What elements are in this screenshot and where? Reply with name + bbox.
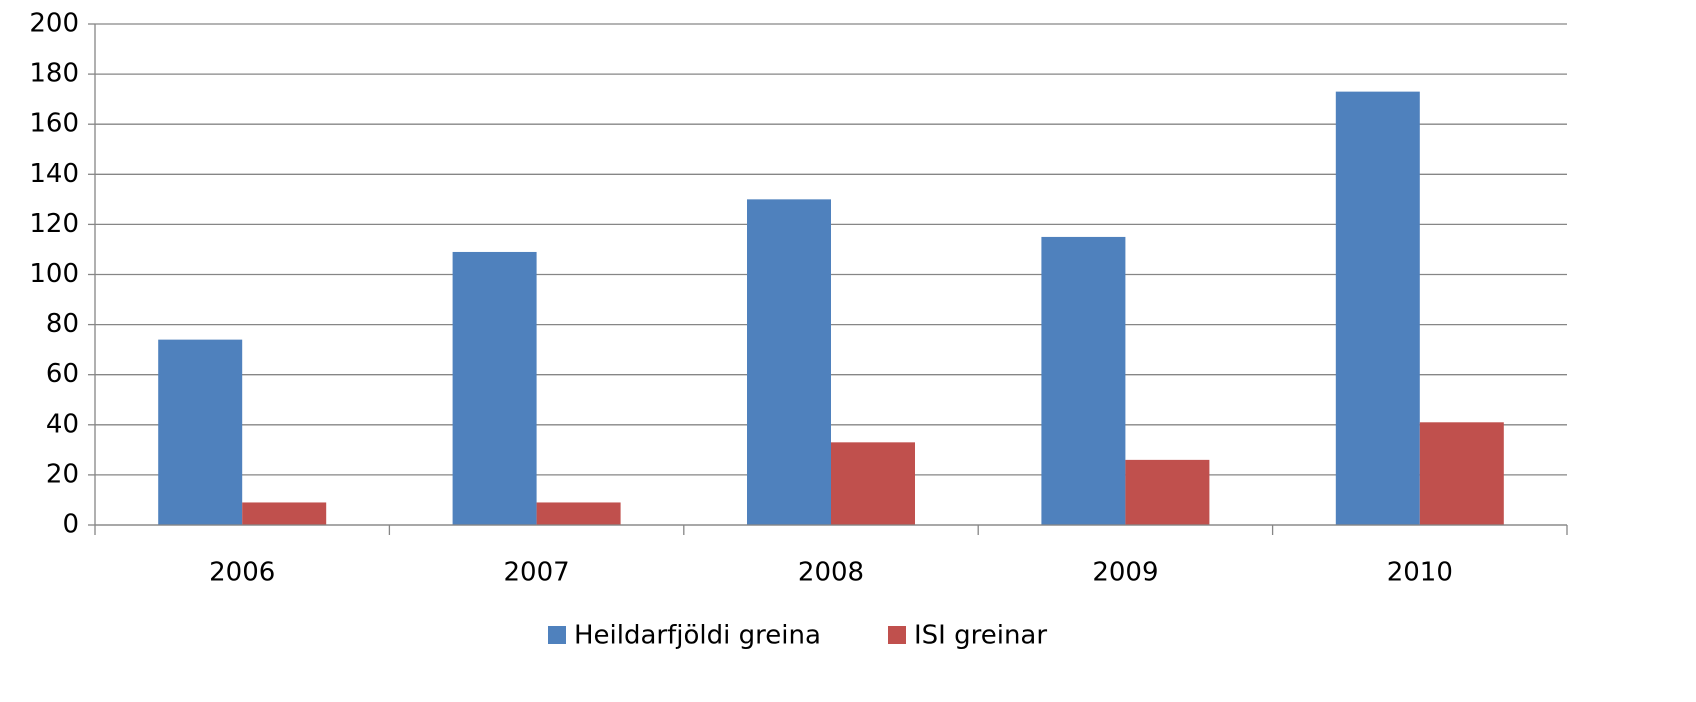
bar (1041, 236, 1126, 526)
bar (831, 442, 915, 525)
y-tick-label: 0 (62, 510, 79, 540)
y-tick-label: 160 (29, 109, 79, 139)
y-tick-label: 80 (46, 309, 79, 339)
bar (747, 199, 831, 525)
y-tick-label: 200 (29, 9, 79, 39)
bar (1335, 91, 1420, 525)
y-tick-label: 180 (29, 59, 79, 89)
bar (452, 251, 537, 525)
bar (536, 502, 621, 525)
x-tick-label: 2007 (504, 558, 570, 588)
legend-label: ISI greinar (914, 621, 1047, 651)
bar (1125, 459, 1210, 525)
y-tick-label: 60 (46, 359, 79, 389)
legend-swatch (548, 626, 566, 644)
x-tick-label: 2006 (209, 558, 275, 588)
legend-swatch (888, 626, 906, 644)
bar (158, 339, 243, 525)
y-tick-label: 20 (46, 459, 79, 489)
y-tick-label: 140 (29, 159, 79, 189)
x-tick-label: 2008 (798, 558, 864, 588)
y-tick-label: 100 (29, 259, 79, 289)
bar (1419, 422, 1504, 525)
x-tick-label: 2010 (1387, 558, 1453, 588)
legend-label: Heildarfjöldi greina (574, 621, 821, 651)
x-tick-label: 2009 (1092, 558, 1158, 588)
y-tick-label: 40 (46, 409, 79, 439)
bar (242, 502, 327, 525)
y-tick-label: 120 (29, 209, 79, 239)
